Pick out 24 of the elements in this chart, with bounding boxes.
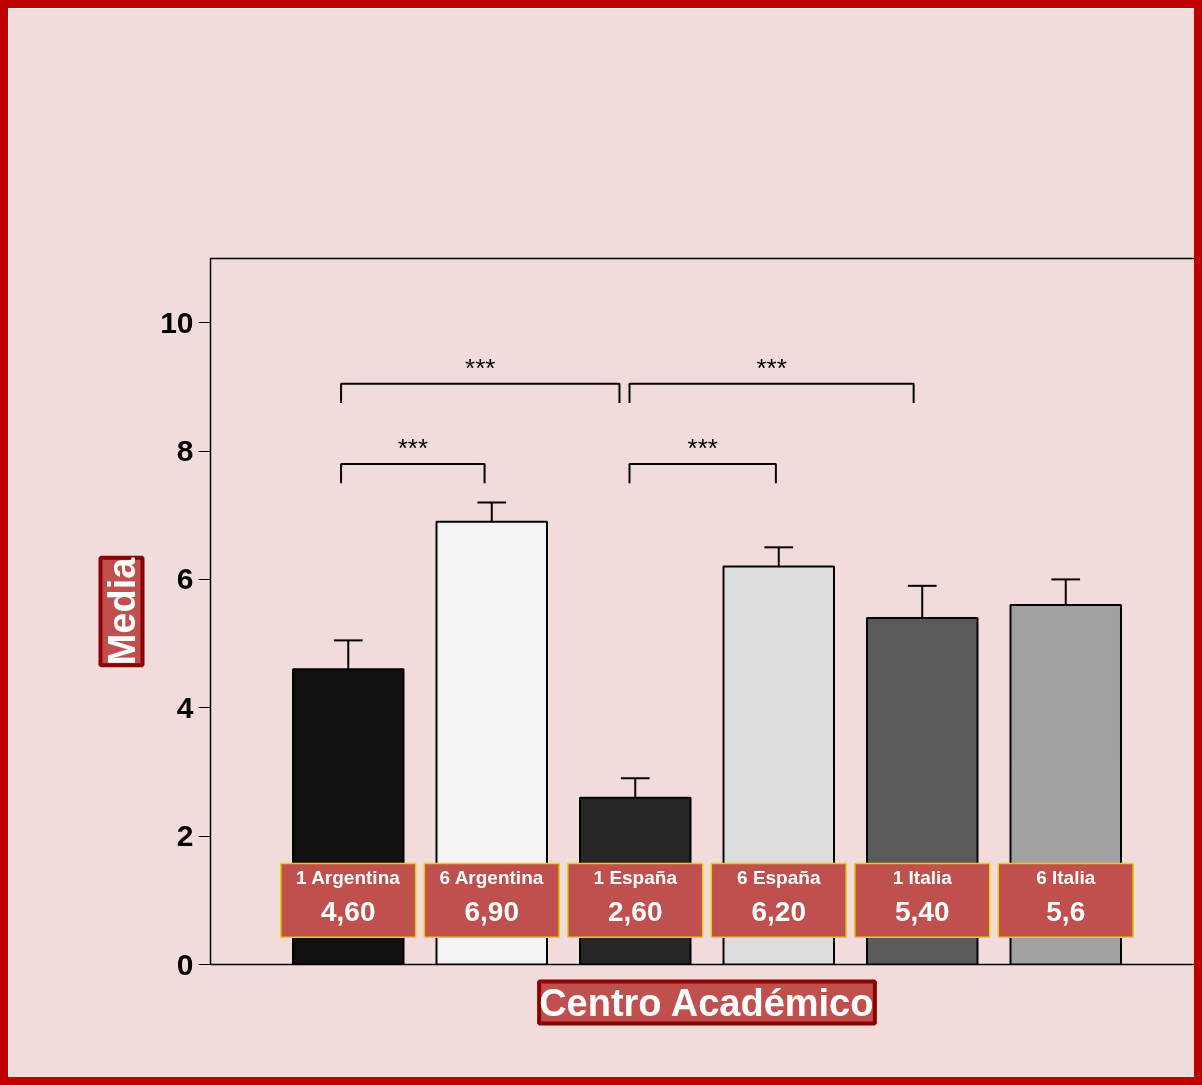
y-tick-label: 8 bbox=[176, 434, 194, 468]
y-tick-label: 6 bbox=[176, 562, 194, 596]
y-axis-title: Media bbox=[100, 556, 143, 666]
annotation: *** bbox=[687, 432, 718, 463]
data-label: 5,40 bbox=[895, 896, 950, 928]
x-axis-title: Centro Académico bbox=[539, 981, 874, 1024]
y-tick-label: 0 bbox=[176, 947, 194, 981]
y-tick-label: 4 bbox=[176, 690, 194, 724]
data-label: 6,90 bbox=[464, 896, 520, 928]
x-tick-label: 6 Argentina bbox=[439, 867, 544, 889]
y-tick-label: 10 bbox=[160, 305, 194, 339]
x-tick-label: 1 España bbox=[593, 867, 678, 889]
annotation: *** bbox=[397, 432, 429, 463]
y-tick-label: 2 bbox=[176, 819, 194, 853]
data-label: 4,60 bbox=[321, 896, 376, 928]
annotation: *** bbox=[756, 352, 787, 383]
x-tick-label: 6 Italia bbox=[1036, 867, 1096, 889]
x-tick-label: 6 España bbox=[737, 867, 821, 889]
x-tick-label: 1 Argentina bbox=[296, 867, 401, 889]
annotation: *** bbox=[465, 352, 496, 383]
data-label: 6,20 bbox=[751, 896, 806, 928]
x-tick-label: 1 Italia bbox=[892, 867, 953, 889]
data-label: 2,60 bbox=[608, 896, 663, 928]
data-label: 5,6 bbox=[1046, 896, 1086, 928]
